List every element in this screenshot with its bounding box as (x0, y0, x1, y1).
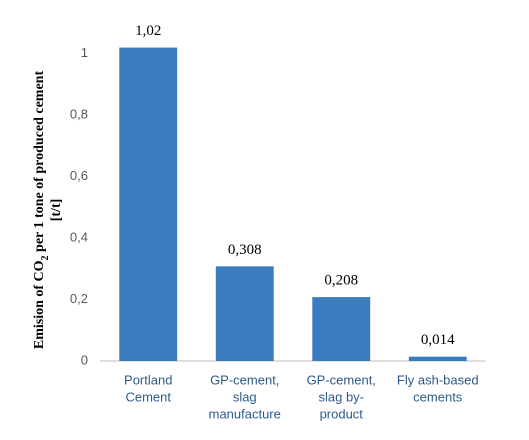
x-tick-label: slag (233, 389, 257, 404)
y-axis-label-sub: 2 (40, 255, 51, 260)
bar (312, 297, 371, 361)
bar (215, 266, 274, 361)
value-label: 0,308 (228, 242, 262, 258)
value-label: 0,208 (324, 273, 358, 289)
y-tick-label: 0 (81, 352, 88, 367)
x-tick-label: GP-cement, (307, 372, 376, 387)
x-tick-label: manufacture (209, 406, 281, 421)
y-tick-label: 0,8 (70, 107, 88, 122)
value-label: 0,014 (421, 332, 455, 348)
y-axis-label: Emision of CO2 per 1 tone of produced ce… (32, 71, 51, 350)
x-tick-label: Fly ash-based (397, 372, 479, 387)
x-tick-label: cements (413, 389, 463, 404)
value-label: 1,02 (135, 23, 161, 39)
y-axis-label-part: Emision of CO (32, 260, 47, 349)
x-tick-label: GP-cement, (210, 372, 279, 387)
y-tick-label: 0,2 (70, 291, 88, 306)
x-tick-label: product (320, 406, 364, 421)
bar (119, 47, 178, 361)
x-tick-label: slag by- (318, 389, 364, 404)
bar (408, 356, 467, 361)
y-tick-label: 0,4 (70, 230, 88, 245)
x-tick-label: Cement (125, 389, 171, 404)
y-tick-label: 0,6 (70, 168, 88, 183)
y-axis-unit: [t/t] (49, 199, 64, 222)
y-axis-label-part: per 1 tone of produced cement (32, 71, 47, 256)
y-tick-label: 1 (81, 45, 88, 60)
x-tick-label: Portland (124, 372, 172, 387)
